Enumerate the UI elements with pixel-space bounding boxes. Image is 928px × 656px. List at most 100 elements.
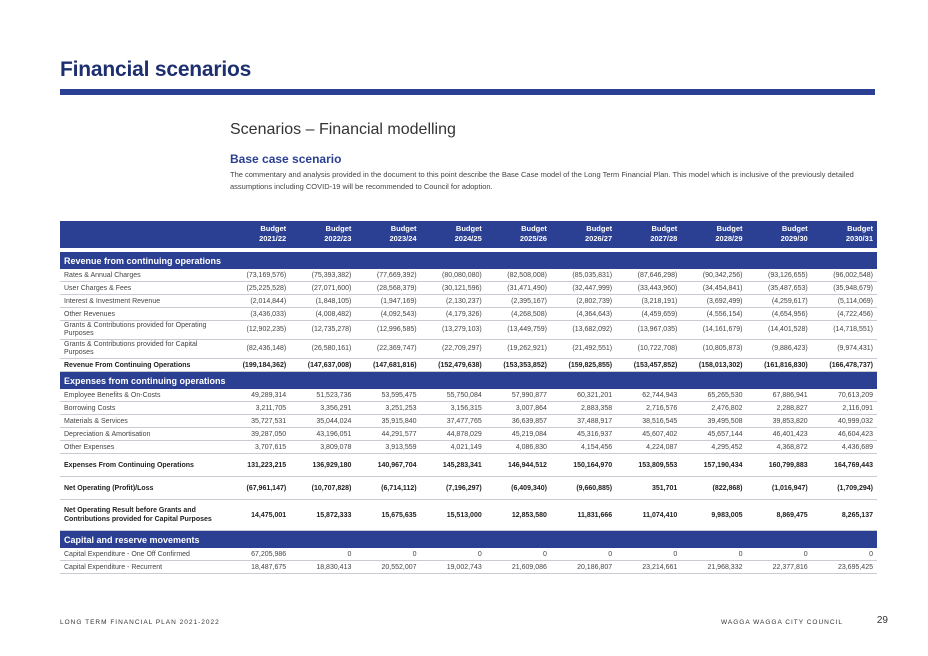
value-cell: (166,478,737) bbox=[811, 358, 877, 372]
value-cell: (4,364,643) bbox=[550, 307, 617, 321]
financial-table: Budget 2021/22 Budget 2022/23 Budget 2023/24 B… bbox=[60, 221, 877, 574]
value-cell: (85,035,831) bbox=[550, 269, 617, 282]
value-cell: 14,475,001 bbox=[225, 499, 291, 531]
value-cell: 2,476,802 bbox=[681, 401, 747, 415]
value-cell: 3,211,705 bbox=[225, 401, 291, 415]
table-row: Materials & Services 35,727,531 35,044,024… bbox=[60, 414, 877, 428]
header-year-label: 2022/23 bbox=[324, 234, 352, 243]
value-cell: (22,369,747) bbox=[355, 339, 421, 359]
value-cell: (9,886,423) bbox=[746, 339, 812, 359]
table-row: User Charges & Fees (25,225,528) (27,071,6… bbox=[60, 281, 877, 295]
header-year-cell: Budget 2023/24 bbox=[355, 221, 421, 248]
value-cell: 67,205,986 bbox=[225, 548, 291, 561]
value-cell: (28,568,379) bbox=[355, 281, 421, 295]
value-cell: 8,869,475 bbox=[746, 499, 812, 531]
value-cell: (14,161,679) bbox=[681, 320, 747, 340]
row-label: Net Operating Result before Grants and C… bbox=[60, 499, 225, 531]
row-label: Borrowing Costs bbox=[60, 401, 225, 415]
value-cell: (2,014,844) bbox=[225, 294, 291, 308]
value-cell: (26,580,161) bbox=[290, 339, 356, 359]
value-cell: (4,179,326) bbox=[420, 307, 486, 321]
value-cell: 157,190,434 bbox=[681, 453, 747, 477]
table-row: Net Operating (Profit)/Loss (67,961,147)(… bbox=[60, 476, 877, 500]
table-row: Expenses From Continuing Operations 131,2… bbox=[60, 453, 877, 477]
header-budget-label: Budget bbox=[651, 224, 678, 233]
value-cell: 131,223,215 bbox=[225, 453, 291, 477]
header-budget-label: Budget bbox=[586, 224, 613, 233]
value-cell: (161,816,830) bbox=[746, 358, 812, 372]
value-cell: (30,121,596) bbox=[420, 281, 486, 295]
value-cell: (90,342,256) bbox=[681, 269, 747, 282]
value-cell: 3,913,559 bbox=[355, 440, 421, 454]
value-cell: 55,750,084 bbox=[420, 389, 486, 402]
header-year-cell: Budget 2022/23 bbox=[290, 221, 356, 248]
value-cell: 11,831,666 bbox=[550, 499, 617, 531]
value-cell: 3,809,078 bbox=[290, 440, 356, 454]
value-cell: (3,692,499) bbox=[681, 294, 747, 308]
value-cell: 0 bbox=[681, 548, 747, 561]
table-row: Net Operating Result before Grants and C… bbox=[60, 499, 877, 531]
value-cell: 67,886,941 bbox=[746, 389, 812, 402]
value-cell: 2,716,576 bbox=[616, 401, 682, 415]
title-rule bbox=[60, 89, 875, 95]
value-cell: (77,669,392) bbox=[355, 269, 421, 282]
value-cell: 0 bbox=[746, 548, 812, 561]
value-cell: 4,224,087 bbox=[616, 440, 682, 454]
table-header-row: Budget 2021/22 Budget 2022/23 Budget 2023/24 B… bbox=[60, 221, 877, 248]
value-cell: 3,007,864 bbox=[485, 401, 551, 415]
value-cell: (25,225,528) bbox=[225, 281, 291, 295]
value-cell: (73,169,576) bbox=[225, 269, 291, 282]
value-cell: (4,722,456) bbox=[811, 307, 877, 321]
value-cell: 39,495,508 bbox=[681, 414, 747, 428]
table-row: Other Expenses 3,707,615 3,809,078 3,913,55… bbox=[60, 440, 877, 454]
section-header-row: Capital and reserve movements bbox=[60, 530, 877, 548]
row-label: Employee Benefits & On-Costs bbox=[60, 389, 225, 402]
value-cell: (31,471,490) bbox=[485, 281, 551, 295]
value-cell: 351,701 bbox=[616, 476, 682, 500]
row-label: Net Operating (Profit)/Loss bbox=[60, 476, 225, 500]
value-cell: 46,401,423 bbox=[746, 427, 812, 441]
page-number: 29 bbox=[876, 615, 888, 626]
value-cell: 9,983,005 bbox=[681, 499, 747, 531]
value-cell: 21,968,332 bbox=[681, 560, 747, 574]
value-cell: (9,974,431) bbox=[811, 339, 877, 359]
value-cell: 20,552,007 bbox=[355, 560, 421, 574]
page-title: Financial scenarios bbox=[60, 58, 252, 81]
value-cell: (4,092,543) bbox=[355, 307, 421, 321]
header-year-label: 2027/28 bbox=[650, 234, 678, 243]
value-cell: 164,769,443 bbox=[811, 453, 877, 477]
value-cell: 21,609,086 bbox=[485, 560, 551, 574]
value-cell: (7,196,297) bbox=[420, 476, 486, 500]
value-cell: (33,443,960) bbox=[616, 281, 682, 295]
value-cell: (4,654,956) bbox=[746, 307, 812, 321]
value-cell: 0 bbox=[355, 548, 421, 561]
header-year-label: 2024/25 bbox=[454, 234, 482, 243]
row-label: Expenses From Continuing Operations bbox=[60, 453, 225, 477]
value-cell: 70,613,209 bbox=[811, 389, 877, 402]
value-cell: (822,868) bbox=[681, 476, 747, 500]
intro-paragraph: The commentary and analysis provided in … bbox=[230, 170, 854, 191]
section-header-label: Revenue from continuing operations bbox=[60, 252, 877, 269]
value-cell: (159,825,855) bbox=[550, 358, 617, 372]
footer-organisation: WAGGA WAGGA CITY COUNCIL bbox=[721, 619, 843, 626]
value-cell: (14,718,551) bbox=[811, 320, 877, 340]
value-cell: 35,044,024 bbox=[290, 414, 356, 428]
value-cell: (5,114,069) bbox=[811, 294, 877, 308]
value-cell: (14,401,528) bbox=[746, 320, 812, 340]
value-cell: 20,186,807 bbox=[550, 560, 617, 574]
header-year-cell: Budget 2030/31 bbox=[811, 221, 877, 248]
header-year-cell: Budget 2024/25 bbox=[420, 221, 486, 248]
value-cell: (21,492,551) bbox=[550, 339, 617, 359]
value-cell: (6,409,340) bbox=[485, 476, 551, 500]
value-cell: (12,996,585) bbox=[355, 320, 421, 340]
value-cell: 60,321,201 bbox=[550, 389, 617, 402]
header-budget-label: Budget bbox=[455, 224, 482, 233]
section-header-row: Expenses from continuing operations bbox=[60, 371, 877, 389]
header-year-cell: Budget 2021/22 bbox=[225, 221, 291, 248]
value-cell: (4,268,508) bbox=[485, 307, 551, 321]
value-cell: 43,196,051 bbox=[290, 427, 356, 441]
value-cell: 12,853,580 bbox=[485, 499, 551, 531]
value-cell: (3,436,033) bbox=[225, 307, 291, 321]
header-year-label: 2029/30 bbox=[780, 234, 808, 243]
value-cell: (32,447,999) bbox=[550, 281, 617, 295]
